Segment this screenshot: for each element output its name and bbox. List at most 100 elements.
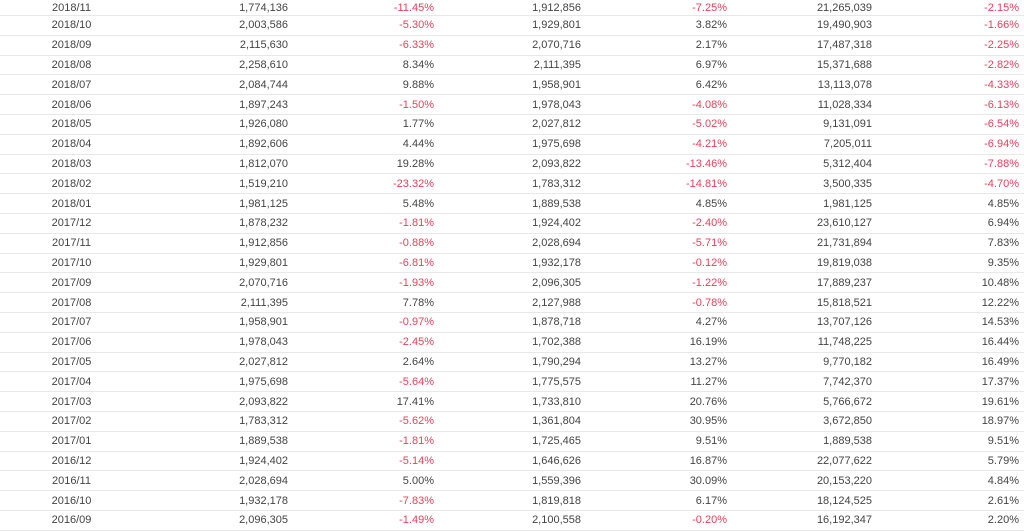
cumulative-change-cell: -6.54% <box>984 118 1019 131</box>
value-a-cell: 1,975,698 <box>239 375 288 388</box>
change-b-cell: 16.19% <box>689 336 727 349</box>
table-row: 2017/11 1,912,856 -0.88% 2,028,694 -5.71% 21,… <box>0 234 1024 254</box>
table-row: 2017/10 1,929,801 -6.81% 1,932,178 -0.12% 19,… <box>0 254 1024 274</box>
change-a-cell: 9.88% <box>402 78 434 91</box>
period-cell: 2017/09 <box>51 276 92 289</box>
period-cell: 2018/04 <box>51 138 92 151</box>
value-a-cell: 1,978,043 <box>239 336 288 349</box>
table-row: 2017/02 1,783,312 -5.62% 1,361,804 30.95% 3,6… <box>0 412 1024 432</box>
period-cell: 2018/09 <box>51 39 92 52</box>
value-b-cell: 1,733,810 <box>532 395 581 408</box>
cumulative-cell: 16,192,347 <box>816 514 872 527</box>
change-b-cell: 30.95% <box>689 415 727 428</box>
value-a-cell: 1,932,178 <box>239 494 288 507</box>
period-cell: 2017/07 <box>51 316 92 329</box>
cumulative-change-cell: 9.51% <box>987 435 1019 448</box>
change-a-cell: -1.93% <box>399 276 434 289</box>
change-b-cell: 13.27% <box>689 355 727 368</box>
change-b-cell: 20.76% <box>689 395 727 408</box>
cumulative-change-cell: -2.82% <box>984 58 1019 71</box>
period-cell: 2017/08 <box>51 296 92 309</box>
table-row: 2016/11 2,028,694 5.00% 1,559,396 30.09% 20,1… <box>0 471 1024 492</box>
value-b-cell: 2,070,716 <box>532 39 581 52</box>
period-cell: 2017/10 <box>51 256 92 269</box>
cumulative-cell: 7,205,011 <box>823 138 872 151</box>
change-a-cell: -6.81% <box>399 256 434 269</box>
change-b-cell: -0.20% <box>692 514 727 527</box>
change-a-cell: -1.81% <box>399 435 434 448</box>
value-b-cell: 1,559,396 <box>532 474 581 487</box>
period-cell: 2018/10 <box>51 19 92 32</box>
table-row: 2016/10 1,932,178 -7.83% 1,819,818 6.17% 18,1… <box>0 491 1024 511</box>
value-b-cell: 2,093,822 <box>532 157 581 170</box>
period-cell: 2017/12 <box>51 217 92 230</box>
cumulative-change-cell: 18.97% <box>981 415 1019 428</box>
table-row: 2017/05 2,027,812 2.64% 1,790,294 13.27% 9,77… <box>0 353 1024 373</box>
cumulative-cell: 9,131,091 <box>823 118 872 131</box>
cumulative-change-cell: 2.61% <box>987 494 1019 507</box>
value-b-cell: 1,361,804 <box>532 415 581 428</box>
cumulative-cell: 11,028,334 <box>817 98 872 111</box>
table-row: 2017/09 2,070,716 -1.93% 2,096,305 -1.22% 17,… <box>0 273 1024 294</box>
table-row: 2016/12 1,924,402 -5.14% 1,646,626 16.87% 22,… <box>0 452 1024 472</box>
cumulative-change-cell: 5.79% <box>987 454 1019 467</box>
cumulative-cell: 19,819,038 <box>816 256 872 269</box>
cumulative-cell: 18,124,525 <box>816 494 872 507</box>
change-b-cell: -0.12% <box>692 256 727 269</box>
change-b-cell: 6.17% <box>695 494 727 507</box>
period-cell: 2016/11 <box>52 474 91 487</box>
value-b-cell: 2,027,812 <box>532 118 581 131</box>
value-a-cell: 2,258,610 <box>239 58 288 71</box>
cumulative-change-cell: 4.84% <box>987 474 1019 487</box>
value-a-cell: 1,924,402 <box>239 454 288 467</box>
value-a-cell: 2,111,395 <box>240 296 288 309</box>
value-b-cell: 1,819,818 <box>532 494 581 507</box>
value-b-cell: 1,889,538 <box>532 197 581 210</box>
value-a-cell: 1,774,136 <box>239 1 288 14</box>
cumulative-cell: 7,742,370 <box>823 375 872 388</box>
value-a-cell: 2,115,630 <box>239 39 288 52</box>
value-b-cell: 1,924,402 <box>532 217 581 230</box>
table-row: 2018/06 1,897,243 -1.50% 1,978,043 -4.08% 11,… <box>0 95 1024 115</box>
change-b-cell: 4.85% <box>695 197 727 210</box>
change-a-cell: -23.32% <box>393 177 434 190</box>
period-cell: 2017/04 <box>51 375 92 388</box>
change-b-cell: -0.78% <box>692 296 727 309</box>
period-cell: 2018/02 <box>51 177 92 190</box>
period-cell: 2018/11 <box>52 1 91 14</box>
change-b-cell: 3.82% <box>695 19 727 32</box>
value-b-cell: 1,783,312 <box>532 177 581 190</box>
cumulative-change-cell: 19.61% <box>981 395 1019 408</box>
change-b-cell: 6.97% <box>695 58 727 71</box>
table-row: 2018/10 2,003,586 -5.30% 1,929,801 3.82% 19,4… <box>0 16 1024 36</box>
change-a-cell: -0.97% <box>399 316 434 329</box>
cumulative-cell: 20,153,220 <box>816 474 872 487</box>
change-a-cell: 8.34% <box>402 58 434 71</box>
change-a-cell: -5.14% <box>399 454 434 467</box>
period-cell: 2016/10 <box>51 494 92 507</box>
cumulative-change-cell: -2.15% <box>984 1 1019 14</box>
cumulative-change-cell: -7.88% <box>984 157 1019 170</box>
value-b-cell: 1,775,575 <box>532 375 581 388</box>
value-b-cell: 1,958,901 <box>532 78 581 91</box>
change-b-cell: 30.09% <box>689 474 727 487</box>
table-row: 2017/07 1,958,901 -0.97% 1,878,718 4.27% 13,7… <box>0 313 1024 333</box>
value-a-cell: 1,519,210 <box>239 177 288 190</box>
period-cell: 2017/02 <box>51 415 92 428</box>
change-a-cell: -1.49% <box>399 514 434 527</box>
cumulative-change-cell: 4.85% <box>987 197 1019 210</box>
table-row: 2017/12 1,878,232 -1.81% 1,924,402 -2.40% 23,… <box>0 214 1024 234</box>
change-b-cell: -2.40% <box>692 217 727 230</box>
period-cell: 2018/08 <box>51 58 92 71</box>
value-a-cell: 2,096,305 <box>239 514 288 527</box>
period-cell: 2016/12 <box>51 454 92 467</box>
value-b-cell: 2,028,694 <box>532 237 581 250</box>
value-a-cell: 1,929,801 <box>239 256 288 269</box>
table-row: 2017/08 2,111,395 7.78% 2,127,988 -0.78% 15,8… <box>0 293 1024 313</box>
cumulative-change-cell: 16.44% <box>981 336 1019 349</box>
cumulative-cell: 13,113,078 <box>817 78 872 91</box>
change-a-cell: -6.33% <box>399 39 434 52</box>
change-b-cell: -4.08% <box>692 98 727 111</box>
cumulative-cell: 5,312,404 <box>823 157 872 170</box>
